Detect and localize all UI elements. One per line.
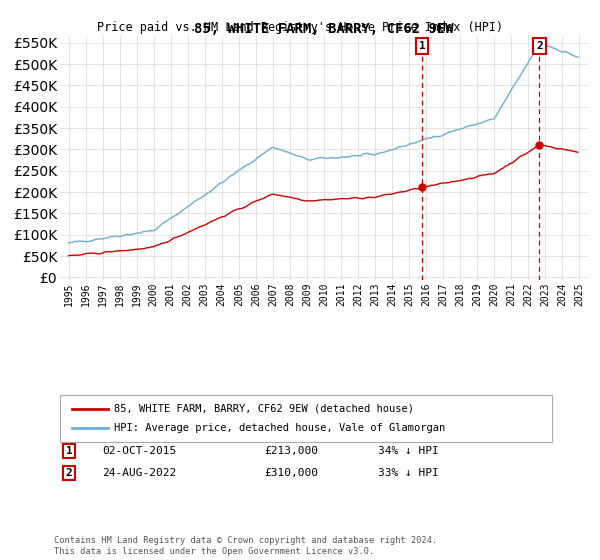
Text: 02-OCT-2015: 02-OCT-2015 xyxy=(102,446,176,456)
Text: 85, WHITE FARM, BARRY, CF62 9EW (detached house): 85, WHITE FARM, BARRY, CF62 9EW (detache… xyxy=(114,404,414,414)
Text: 2: 2 xyxy=(536,41,543,51)
Text: £213,000: £213,000 xyxy=(264,446,318,456)
Title: 85, WHITE FARM, BARRY, CF62 9EW: 85, WHITE FARM, BARRY, CF62 9EW xyxy=(194,22,454,36)
Text: 1: 1 xyxy=(419,41,425,51)
Text: Contains HM Land Registry data © Crown copyright and database right 2024.
This d: Contains HM Land Registry data © Crown c… xyxy=(54,536,437,556)
Text: £310,000: £310,000 xyxy=(264,468,318,478)
Text: 24-AUG-2022: 24-AUG-2022 xyxy=(102,468,176,478)
Text: 1: 1 xyxy=(65,446,73,456)
Text: 33% ↓ HPI: 33% ↓ HPI xyxy=(378,468,439,478)
Text: Price paid vs. HM Land Registry's House Price Index (HPI): Price paid vs. HM Land Registry's House … xyxy=(97,21,503,34)
Text: HPI: Average price, detached house, Vale of Glamorgan: HPI: Average price, detached house, Vale… xyxy=(114,423,445,433)
Text: 34% ↓ HPI: 34% ↓ HPI xyxy=(378,446,439,456)
Text: 2: 2 xyxy=(65,468,73,478)
